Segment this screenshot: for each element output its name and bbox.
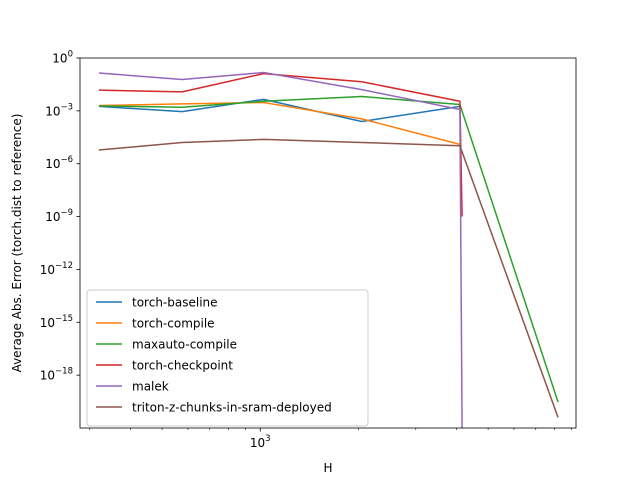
y-tick-label: 10−12 (40, 261, 73, 277)
y-axis: 100 10−3 10−6 10−9 10−12 10−15 10−18 (40, 50, 80, 383)
legend-entry-triton-z-chunks-in-sram-deployed: triton-z-chunks-in-sram-deployed (132, 401, 332, 415)
y-tick-label: 10−18 (40, 367, 73, 383)
y-tick-label: 100 (52, 50, 73, 66)
legend: torch-baseline torch-compile maxauto-compi… (86, 289, 369, 427)
axes-frame (79, 57, 577, 429)
series-line-malek (98, 71, 463, 428)
x-axis: 103 (89, 428, 572, 450)
legend-entry-torch-baseline: torch-baseline (132, 296, 218, 310)
series-line-maxauto-compile (98, 95, 559, 403)
legend-entry-torch-checkpoint: torch-checkpoint (132, 359, 233, 373)
y-axis-label: Average Abs. Error (torch.dist to refere… (10, 114, 24, 373)
y-tick-label: 10−3 (45, 102, 73, 118)
series-line-triton-z-chunks-in-sram-deployed (98, 138, 559, 418)
plot-area (98, 71, 559, 428)
y-tick-label: 10−6 (45, 155, 73, 171)
legend-box (86, 289, 369, 427)
y-tick-label: 10−9 (45, 208, 73, 224)
series-line-torch-baseline (98, 98, 461, 123)
y-tick-label: 10−15 (40, 314, 73, 330)
x-axis-label: H (323, 461, 332, 475)
legend-entry-maxauto-compile: maxauto-compile (132, 338, 237, 352)
legend-entry-torch-compile: torch-compile (132, 317, 215, 331)
x-tick-label: 103 (250, 434, 271, 450)
legend-entry-malek: malek (132, 380, 169, 394)
series-line-torch-compile (98, 101, 461, 146)
